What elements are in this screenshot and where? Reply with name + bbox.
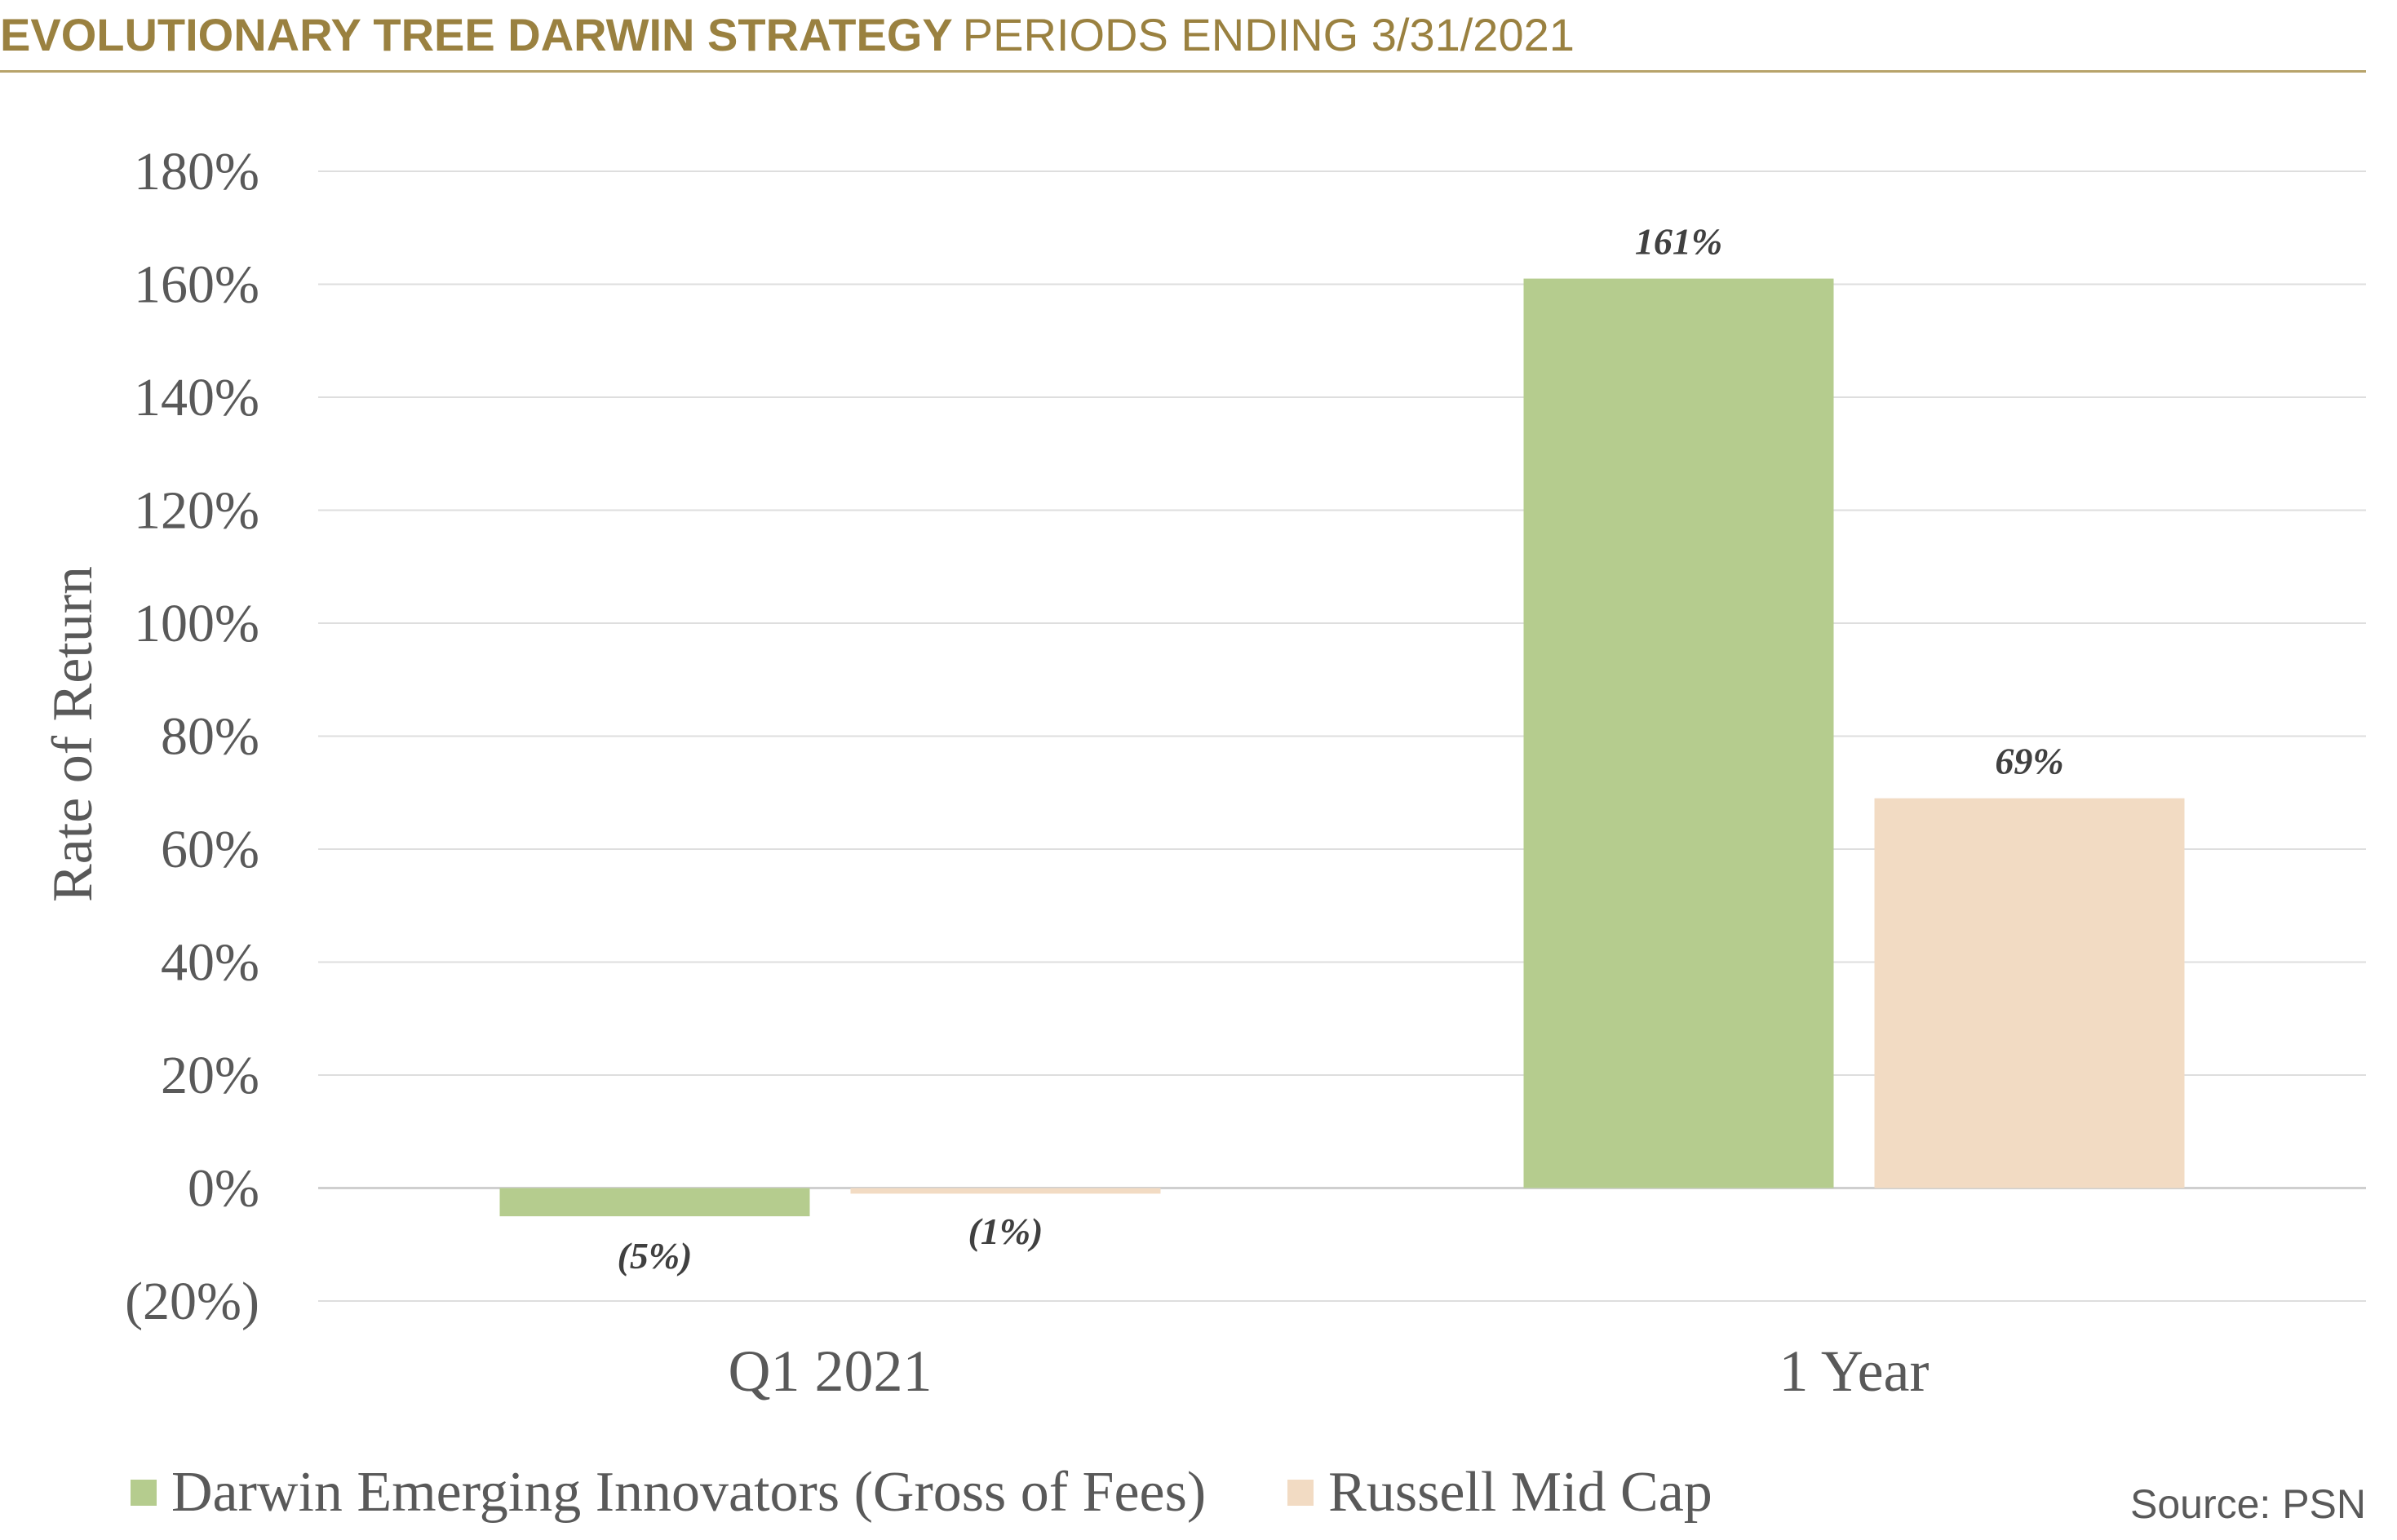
- data-labels: (5%) (1%) 161% 69%: [618, 221, 2064, 1277]
- y-tick-label: 180%: [134, 142, 259, 201]
- header-title-light: PERIODS ENDING 3/31/2021: [962, 9, 1575, 60]
- legend-item-darwin: Darwin Emerging Innovators (Gross of Fee…: [131, 1460, 1206, 1525]
- bars: [499, 278, 2185, 1217]
- chart-legend: Darwin Emerging Innovators (Gross of Fee…: [131, 1460, 1794, 1525]
- x-category-label: Q1 2021: [729, 1339, 933, 1404]
- y-tick-label: 160%: [134, 255, 259, 315]
- y-tick-label: 80%: [161, 707, 259, 767]
- bar-darwin: [1523, 278, 1834, 1188]
- legend-label-russell: Russell Mid Cap: [1328, 1461, 1712, 1524]
- legend-label-darwin: Darwin Emerging Innovators (Gross of Fee…: [171, 1461, 1207, 1524]
- y-tick-label: 0%: [188, 1159, 259, 1219]
- bar-russell: [850, 1188, 1161, 1194]
- y-tick-label: 20%: [161, 1046, 259, 1105]
- y-tick-label: 140%: [134, 368, 259, 427]
- data-label: 161%: [1635, 221, 1722, 263]
- header-title-bold: EVOLUTIONARY TREE DARWIN STRATEGY: [0, 9, 953, 60]
- y-tick-label: 60%: [161, 820, 259, 879]
- x-category-label: 1 Year: [1779, 1339, 1929, 1404]
- source-note: Source: PSN: [2129, 1481, 2366, 1527]
- header-divider: [0, 70, 2366, 73]
- y-tick-label: (20%): [125, 1272, 259, 1331]
- y-axis-title: Rate of Return: [42, 566, 104, 902]
- legend-item-russell: Russell Mid Cap: [1287, 1460, 1712, 1525]
- data-label: 69%: [1995, 741, 2063, 782]
- y-tick-label: 40%: [161, 933, 259, 993]
- chart-header: EVOLUTIONARY TREE DARWIN STRATEGY PERIODS…: [0, 7, 2366, 64]
- data-label: (1%): [968, 1210, 1043, 1252]
- legend-swatch-darwin: [131, 1480, 157, 1506]
- legend-swatch-russell: [1287, 1480, 1314, 1506]
- y-tick-label: 120%: [134, 481, 259, 541]
- y-tick-label: 100%: [134, 594, 259, 653]
- bar-darwin: [499, 1188, 810, 1217]
- y-axis-ticks: (20%) 0% 20% 40% 60% 80% 100% 120% 140% 160% 180%: [125, 142, 259, 1331]
- bar-russell: [1874, 798, 2185, 1188]
- x-axis-categories: Q1 2021 1 Year: [729, 1339, 1930, 1404]
- data-label: (5%): [618, 1235, 693, 1277]
